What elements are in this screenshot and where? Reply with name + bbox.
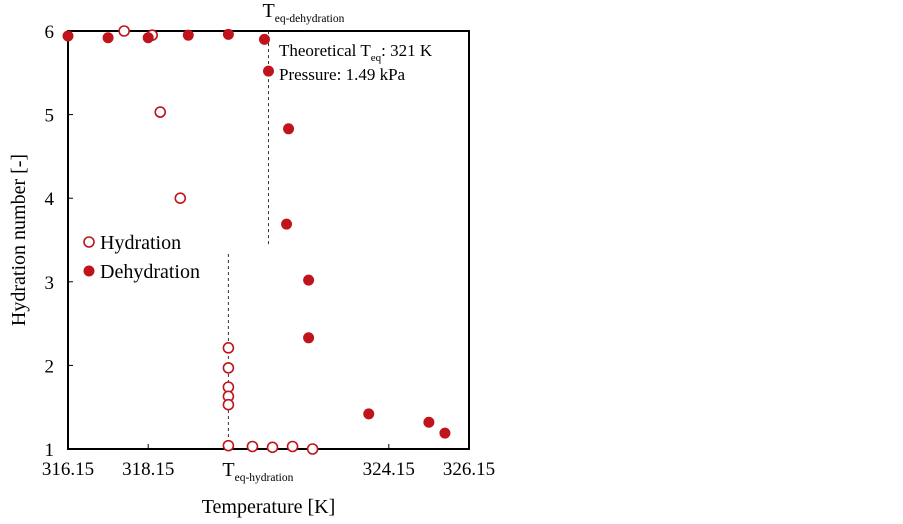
annotation-sub: eq: [371, 52, 382, 64]
dehydration-point: [439, 427, 451, 439]
dehydration-point: [281, 218, 293, 230]
dehydration-point: [303, 274, 315, 286]
y-tick-label: 2: [45, 356, 55, 377]
dehydration-point: [263, 65, 274, 77]
reference-line-label: Teq-hydration: [222, 459, 293, 484]
annotation-suffix: : 321 K: [381, 41, 433, 60]
y-tick-label: 4: [45, 189, 55, 210]
legend-dehydration-marker: [83, 265, 95, 277]
x-axis-title: Temperature [K]: [202, 496, 336, 518]
legend-hydration-marker: [83, 236, 95, 248]
hydration-point: [222, 362, 235, 374]
reference-label-sub: eq-hydration: [235, 472, 294, 484]
theoretical-teq-annotation: Theoretical Teq: 321 K: [279, 41, 433, 64]
hydration-point: [222, 439, 235, 452]
dehydration-point: [423, 416, 435, 428]
hydration-point: [266, 441, 279, 454]
y-axis-title: Hydration number [-]: [8, 154, 30, 326]
y-tick-label: 6: [45, 22, 55, 43]
reference-label-main: T: [263, 0, 275, 22]
hydration-point: [154, 106, 167, 118]
reference-label-sub: eq-dehydration: [275, 13, 345, 25]
hydration-point: [174, 192, 187, 204]
y-tick-label: 5: [45, 106, 55, 127]
legend-label: Hydration: [100, 232, 181, 254]
hydration-point: [306, 443, 319, 455]
reference-label-main: T: [222, 459, 234, 481]
legend-label: Dehydration: [100, 261, 200, 283]
x-tick-label: 316.15: [42, 459, 94, 480]
y-tick-label: 1: [45, 440, 55, 461]
dehydration-point: [142, 32, 154, 44]
x-tick-label: 324.15: [363, 459, 415, 480]
dehydration-point: [363, 408, 375, 420]
hydration-point: [222, 342, 235, 354]
dehydration-point: [258, 33, 270, 45]
pressure-annotation: Pressure: 1.49 kPa: [279, 65, 406, 84]
dehydration-point: [283, 123, 295, 135]
dehydration-point: [102, 32, 114, 44]
hydration-point: [222, 398, 235, 411]
hydration-point: [246, 440, 259, 453]
x-tick-label: 326.15: [443, 459, 495, 480]
hydration-point: [118, 25, 130, 37]
dehydration-point: [303, 332, 315, 344]
y-tick-label: 3: [45, 273, 55, 294]
dehydration-point: [182, 29, 194, 41]
reference-line-label: Teq-dehydration: [263, 0, 345, 25]
dehydration-point: [222, 28, 234, 40]
dehydration-point: [62, 30, 74, 42]
x-tick-label: 318.15: [122, 459, 174, 480]
hydration-point: [286, 440, 299, 453]
annotation-prefix: Theoretical T: [279, 41, 371, 60]
